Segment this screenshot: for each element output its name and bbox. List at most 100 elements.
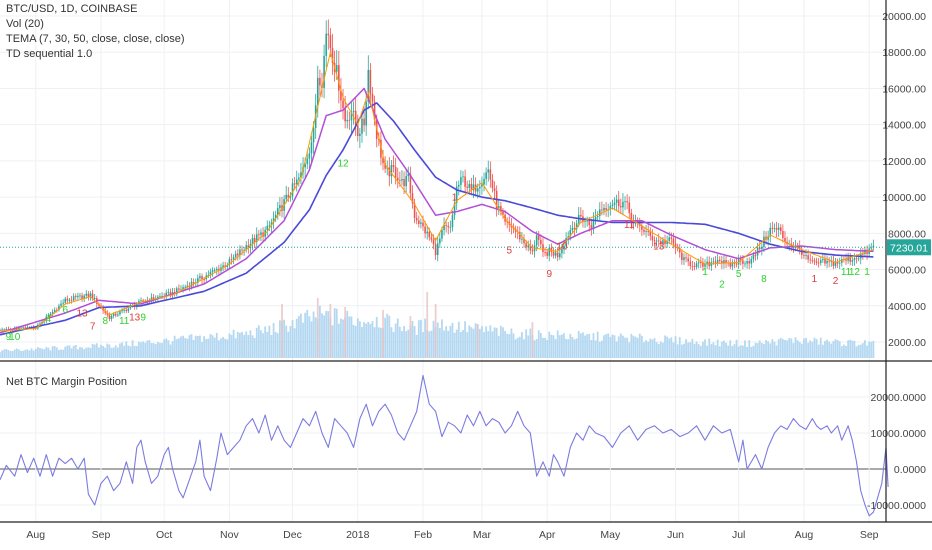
- x-tick-label: Dec: [283, 529, 302, 541]
- candle-body: [847, 257, 849, 261]
- candle-body: [801, 249, 803, 255]
- candle-body: [291, 183, 294, 197]
- volume-bar: [714, 345, 717, 358]
- candle-body: [279, 205, 281, 209]
- volume-bar: [832, 341, 835, 358]
- candle-body: [481, 184, 483, 187]
- candle-body: [5, 328, 8, 330]
- x-tick-label: Sep: [92, 529, 111, 541]
- volume-bar: [739, 345, 742, 358]
- candle-body: [319, 77, 321, 86]
- legend-volume[interactable]: Vol (20): [6, 18, 44, 30]
- volume-bar: [154, 344, 157, 358]
- legend-td[interactable]: TD sequential 1.0: [6, 48, 93, 60]
- candle-body: [119, 311, 121, 315]
- candle-body: [731, 262, 734, 267]
- volume-bar: [207, 338, 210, 358]
- td-label: 9: [6, 332, 12, 343]
- candle-body: [872, 245, 875, 248]
- candle-body: [417, 220, 420, 224]
- volume-bar: [295, 318, 298, 358]
- y-tick-label: 6000.00: [888, 265, 926, 277]
- volume-bar: [89, 348, 92, 358]
- volume-bar: [443, 330, 445, 358]
- volume-bar: [121, 342, 123, 358]
- volume-bar: [584, 335, 586, 358]
- volume-bar: [104, 347, 107, 358]
- candle-body: [457, 184, 460, 187]
- candle-body: [752, 254, 755, 260]
- volume-bar: [415, 334, 418, 358]
- volume-bar: [638, 333, 641, 358]
- y-tick-label: 14000.00: [882, 120, 926, 132]
- candle-body: [638, 221, 641, 226]
- volume-bar: [337, 323, 340, 358]
- tema-fast-line: [0, 51, 874, 332]
- volume-bar: [100, 344, 102, 358]
- candle-body: [123, 309, 125, 311]
- volume-bar: [552, 335, 555, 358]
- tema-mid-line: [0, 87, 874, 334]
- legend-symbol[interactable]: BTC/USD, 1D, COINBASE: [6, 3, 138, 15]
- volume-bar: [321, 313, 323, 358]
- legend-net-margin[interactable]: Net BTC Margin Position: [6, 376, 128, 388]
- candle-body: [276, 208, 279, 215]
- volume-bar: [525, 329, 528, 358]
- volume-bar: [182, 335, 184, 358]
- volume-bar: [173, 335, 176, 358]
- volume-bar: [666, 336, 669, 358]
- volume-bar: [432, 320, 435, 358]
- candle-body: [613, 202, 616, 205]
- candle-body: [140, 300, 142, 302]
- candle-body: [228, 259, 231, 266]
- candle-body: [203, 279, 205, 281]
- volume-bar: [186, 338, 189, 358]
- candle-body: [436, 243, 439, 256]
- td-label: 8: [761, 274, 767, 285]
- candle-body: [845, 259, 847, 261]
- volume-bar: [365, 323, 368, 358]
- volume-bar: [483, 332, 485, 358]
- volume-spike: [434, 304, 437, 358]
- candle-body: [491, 179, 494, 189]
- candle-body: [767, 236, 769, 240]
- candle-body: [470, 183, 473, 191]
- volume-bar: [653, 338, 656, 358]
- candle-body: [344, 107, 346, 122]
- volume-bar: [838, 341, 841, 358]
- candle-body: [382, 157, 384, 164]
- candle-body: [373, 101, 376, 120]
- candle-body: [114, 313, 117, 316]
- volume-bar: [148, 340, 151, 358]
- candle-body: [167, 292, 170, 293]
- volume-bar: [262, 333, 264, 358]
- volume-bar: [504, 330, 506, 358]
- candle-body: [447, 225, 450, 228]
- candle-body: [178, 288, 180, 290]
- volume-bar: [411, 320, 414, 358]
- volume-bar: [230, 334, 233, 358]
- candle-body: [409, 173, 412, 194]
- candle-body: [407, 173, 410, 177]
- volume-bar: [512, 333, 515, 358]
- candle-body: [272, 218, 275, 223]
- volume-bar: [420, 319, 422, 358]
- volume-bar: [640, 335, 643, 358]
- volume-bar: [375, 316, 378, 358]
- candle-body: [213, 269, 216, 271]
- candle-body: [862, 253, 864, 255]
- candle-body: [79, 295, 81, 297]
- volume-bar: [464, 321, 466, 358]
- candle-body: [813, 260, 816, 262]
- candle-body: [83, 295, 85, 299]
- volume-bar: [430, 330, 433, 358]
- candle-body: [180, 289, 182, 291]
- td-label: 11: [119, 316, 130, 327]
- legend-tema[interactable]: TEMA (7, 30, 50, close, close, close): [6, 33, 185, 45]
- candle-body: [16, 328, 18, 330]
- candle-body: [567, 236, 570, 239]
- last-price-tag: [887, 239, 931, 256]
- candle-body: [222, 265, 224, 268]
- volume-bar: [466, 332, 469, 358]
